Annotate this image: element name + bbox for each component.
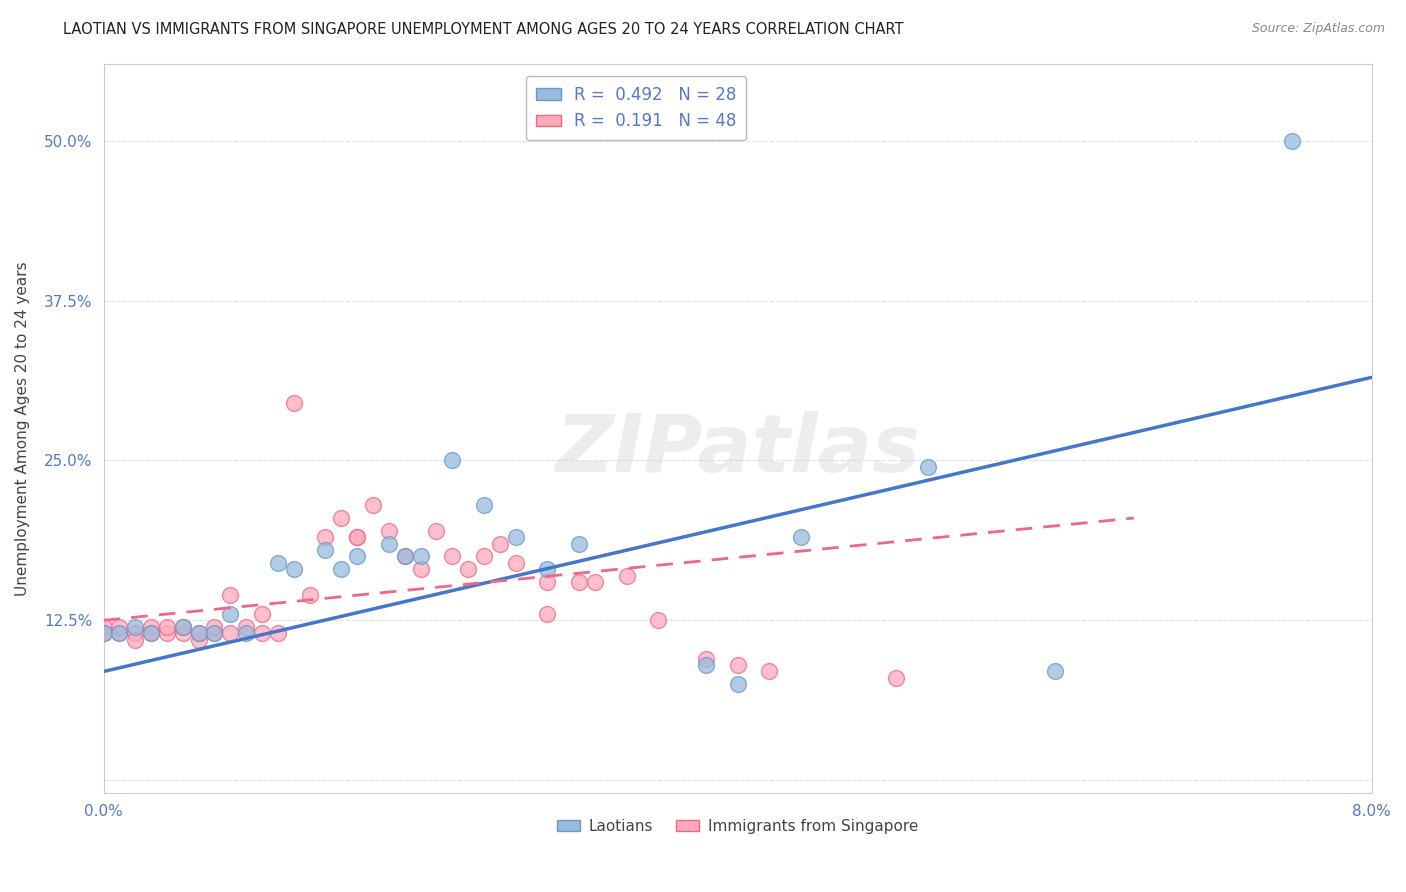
Point (536, 562, 558, 576)
Point (409, 562, 432, 576)
Point (139, 620, 162, 634)
Point (505, 556, 527, 570)
Point (330, 511, 353, 525)
Legend: Laotians, Immigrants from Singapore: Laotians, Immigrants from Singapore (551, 813, 925, 840)
Point (108, 620, 131, 634)
Point (394, 549, 416, 564)
Point (139, 626, 162, 640)
Point (250, 626, 273, 640)
Point (108, 626, 131, 640)
Point (172, 620, 194, 634)
Point (378, 524, 401, 538)
Point (187, 626, 209, 640)
Point (472, 498, 495, 512)
Point (378, 536, 401, 550)
Point (536, 574, 558, 589)
Point (235, 626, 257, 640)
Point (758, 665, 780, 679)
Point (298, 588, 321, 602)
Text: ZIPatlas: ZIPatlas (555, 411, 920, 490)
Point (314, 543, 336, 558)
Point (695, 651, 717, 665)
Point (172, 620, 194, 634)
Point (283, 562, 305, 576)
Point (425, 524, 447, 538)
Point (790, 530, 813, 544)
Point (219, 607, 242, 621)
Point (568, 536, 591, 550)
Point (250, 607, 273, 621)
Point (330, 562, 353, 576)
Point (93, 626, 115, 640)
Point (108, 626, 131, 640)
Point (187, 632, 209, 647)
Point (472, 549, 495, 564)
Point (187, 626, 209, 640)
Point (219, 626, 242, 640)
Point (124, 626, 146, 640)
Point (1043, 665, 1066, 679)
Point (457, 562, 479, 576)
Point (568, 574, 591, 589)
Point (314, 530, 336, 544)
Point (695, 658, 717, 673)
Point (346, 549, 368, 564)
Point (441, 549, 464, 564)
Point (536, 607, 558, 621)
Point (172, 626, 194, 640)
Point (505, 530, 527, 544)
Point (267, 556, 290, 570)
Point (235, 620, 257, 634)
Point (441, 453, 464, 467)
Point (346, 530, 368, 544)
Point (93, 620, 115, 634)
Point (409, 549, 432, 564)
Point (283, 396, 305, 410)
Point (219, 588, 242, 602)
Point (156, 620, 179, 634)
Point (204, 620, 226, 634)
Point (727, 658, 749, 673)
Point (139, 626, 162, 640)
Point (616, 568, 638, 582)
Point (884, 671, 907, 685)
Text: Source: ZipAtlas.com: Source: ZipAtlas.com (1251, 22, 1385, 36)
Point (647, 613, 669, 627)
Point (93, 626, 115, 640)
Point (156, 626, 179, 640)
Point (394, 549, 416, 564)
Point (124, 632, 146, 647)
Point (204, 626, 226, 640)
Text: LAOTIAN VS IMMIGRANTS FROM SINGAPORE UNEMPLOYMENT AMONG AGES 20 TO 24 YEARS CORR: LAOTIAN VS IMMIGRANTS FROM SINGAPORE UNE… (63, 22, 904, 37)
Point (917, 459, 939, 474)
Point (267, 626, 290, 640)
Point (361, 498, 384, 512)
Point (1281, 134, 1303, 148)
Point (346, 530, 368, 544)
Point (727, 677, 749, 691)
Point (583, 574, 606, 589)
Point (488, 536, 510, 550)
Point (124, 620, 146, 634)
Y-axis label: Unemployment Among Ages 20 to 24 years: Unemployment Among Ages 20 to 24 years (15, 261, 30, 596)
Point (204, 626, 226, 640)
